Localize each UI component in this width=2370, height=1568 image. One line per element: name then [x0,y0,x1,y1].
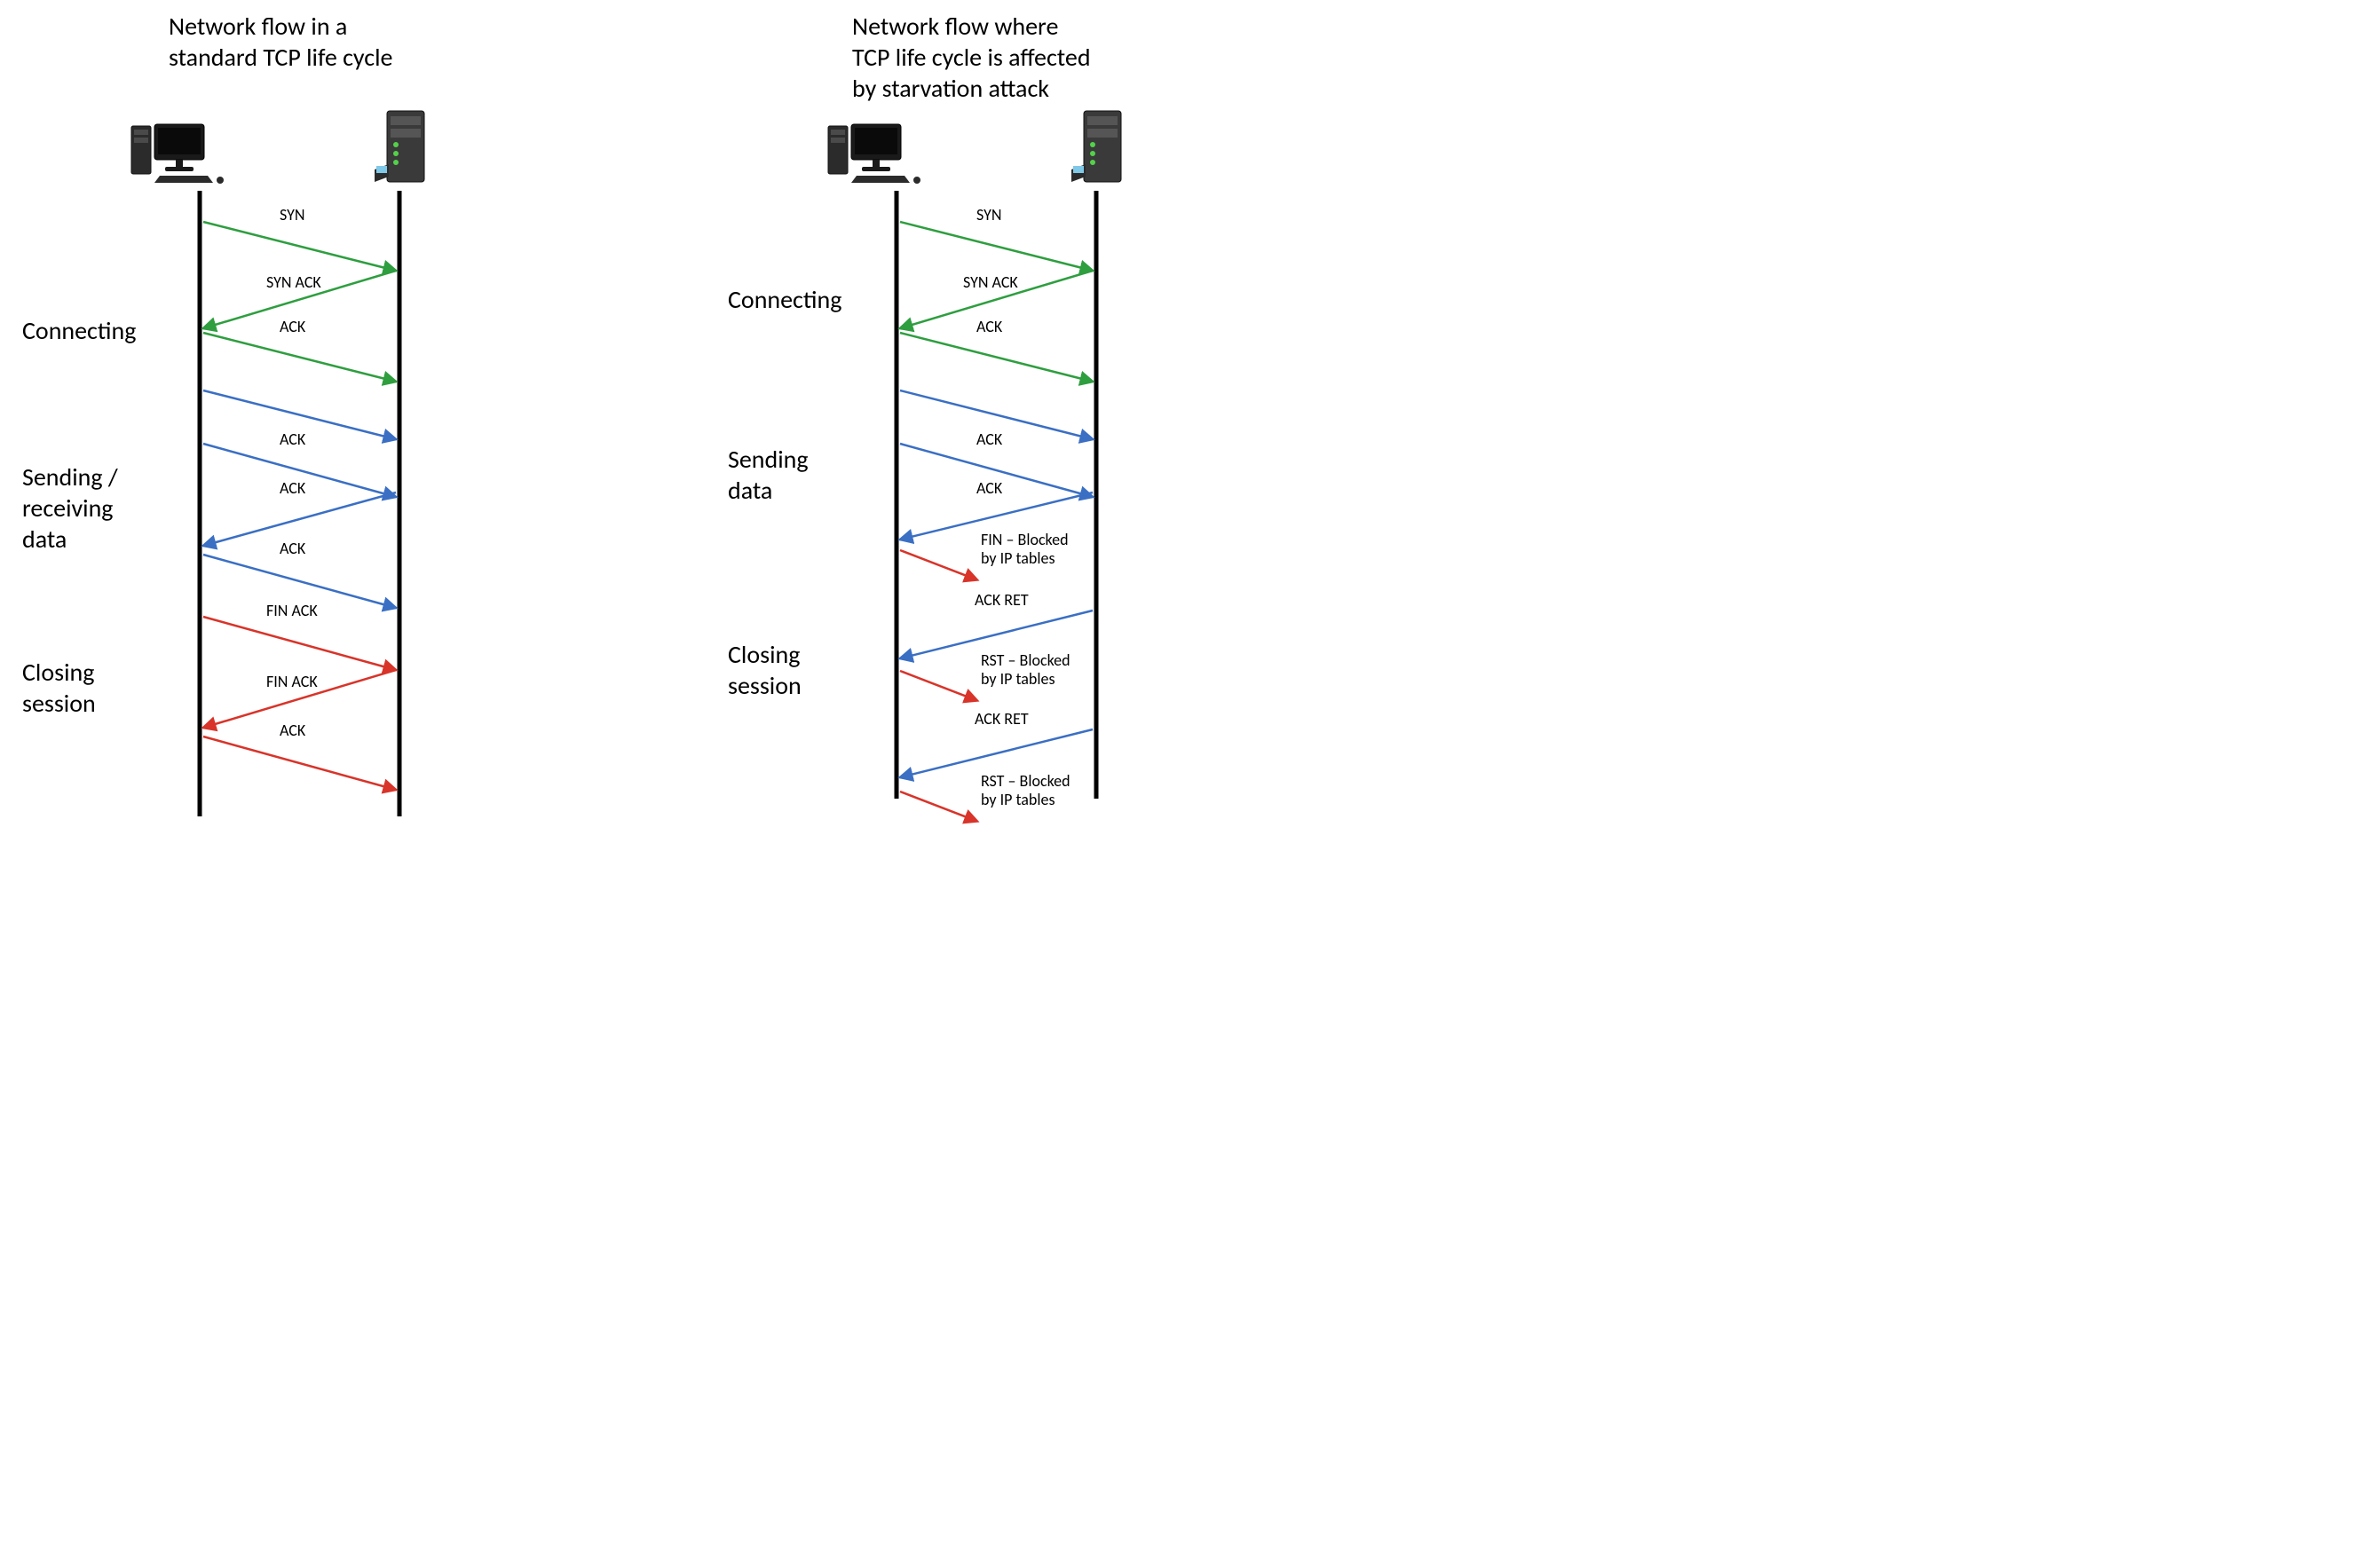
left-phase-1: Sending / receiving data [22,461,118,555]
left-arrow-label-7: FIN ACK [266,602,318,620]
right-arrow-label-7: ACK RET [975,591,1029,610]
left-arrow-label-8: FIN ACK [266,673,318,691]
right-arrow-label-10: RST – Blocked by IP tables [981,772,1070,808]
right-arrow-label-8: RST – Blocked by IP tables [981,651,1070,688]
left-arrow-label-2: ACK [280,318,305,336]
right-arrow-label-6: FIN – Blocked by IP tables [981,531,1069,567]
left-phase-0: Connecting [22,315,136,346]
right-arrow-label-0: SYN [976,206,1002,225]
left-arrow-label-1: SYN ACK [266,273,321,292]
left-arrow-label-4: ACK [280,430,305,449]
right-phase-0: Connecting [728,284,841,315]
right-arrow-label-2: ACK [976,318,1002,336]
right-arrow-label-1: SYN ACK [963,273,1018,292]
right-title: Network flow where TCP life cycle is aff… [852,11,1091,104]
left-arrow-label-0: SYN [280,206,305,225]
left-arrow-label-6: ACK [280,540,305,558]
right-arrow-label-4: ACK [976,430,1002,449]
right-phase-1: Sending data [728,444,809,506]
right-arrow-label-5: ACK [976,479,1002,498]
left-phase-2: Closing session [22,657,96,719]
right-arrow-label-9: ACK RET [975,710,1029,729]
right-phase-2: Closing session [728,639,802,701]
svg-layer [0,0,1314,870]
diagram-canvas: Network flow in a standard TCP life cycl… [0,0,1314,870]
left-arrow-label-9: ACK [280,721,305,740]
left-title: Network flow in a standard TCP life cycl… [169,11,392,73]
left-arrow-label-5: ACK [280,479,305,498]
